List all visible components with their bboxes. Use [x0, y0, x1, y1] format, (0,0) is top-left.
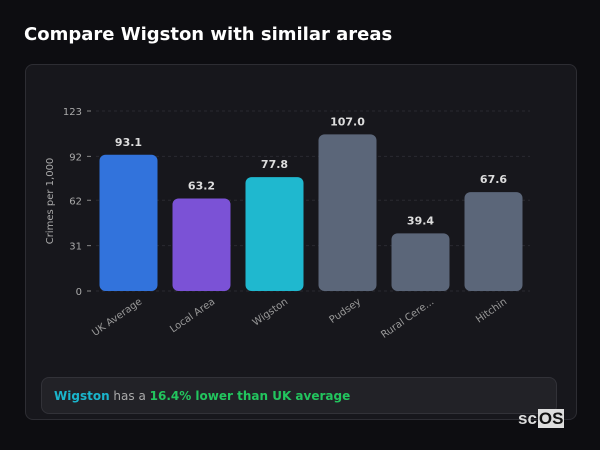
x-tick-label: Local Area	[168, 296, 217, 335]
bar-rural-cere-	[391, 233, 450, 291]
x-tick-label: Pudsey	[328, 296, 364, 326]
data-label: 63.2	[188, 180, 215, 193]
y-tick-label: 31	[69, 242, 82, 253]
data-label: 93.1	[115, 136, 142, 149]
y-axis-label: Crimes per 1,000	[45, 158, 56, 245]
y-tick-label: 92	[69, 152, 82, 163]
y-tick-label: 123	[63, 107, 82, 118]
data-label: 39.4	[407, 214, 434, 227]
bar-uk-average	[99, 154, 158, 291]
bar-local-area	[172, 198, 231, 291]
x-tick-label: Hitchin	[474, 296, 509, 325]
data-label: 77.8	[261, 158, 288, 171]
summary-box: Wigston has a 16.4% lower than UK averag…	[41, 377, 557, 414]
page-title: Compare Wigston with similar areas	[24, 24, 393, 45]
x-tick-label: Rural Cere...	[379, 296, 436, 340]
x-tick-label: UK Average	[90, 296, 144, 338]
bar-wigston	[245, 177, 304, 291]
data-label: 107.0	[330, 115, 365, 128]
y-tick-label: 62	[69, 196, 82, 207]
bar-pudsey	[318, 134, 377, 291]
x-tick-label: Wigston	[251, 296, 290, 328]
summary-area: Wigston	[54, 389, 110, 403]
y-tick-label: 0	[76, 287, 82, 298]
summary-highlight: 16.4% lower than UK average	[149, 389, 351, 403]
summary-text: has a	[109, 389, 150, 403]
data-label: 67.6	[480, 173, 507, 186]
scos-logo: sc OS	[518, 409, 565, 428]
bar-hitchin	[464, 192, 523, 291]
